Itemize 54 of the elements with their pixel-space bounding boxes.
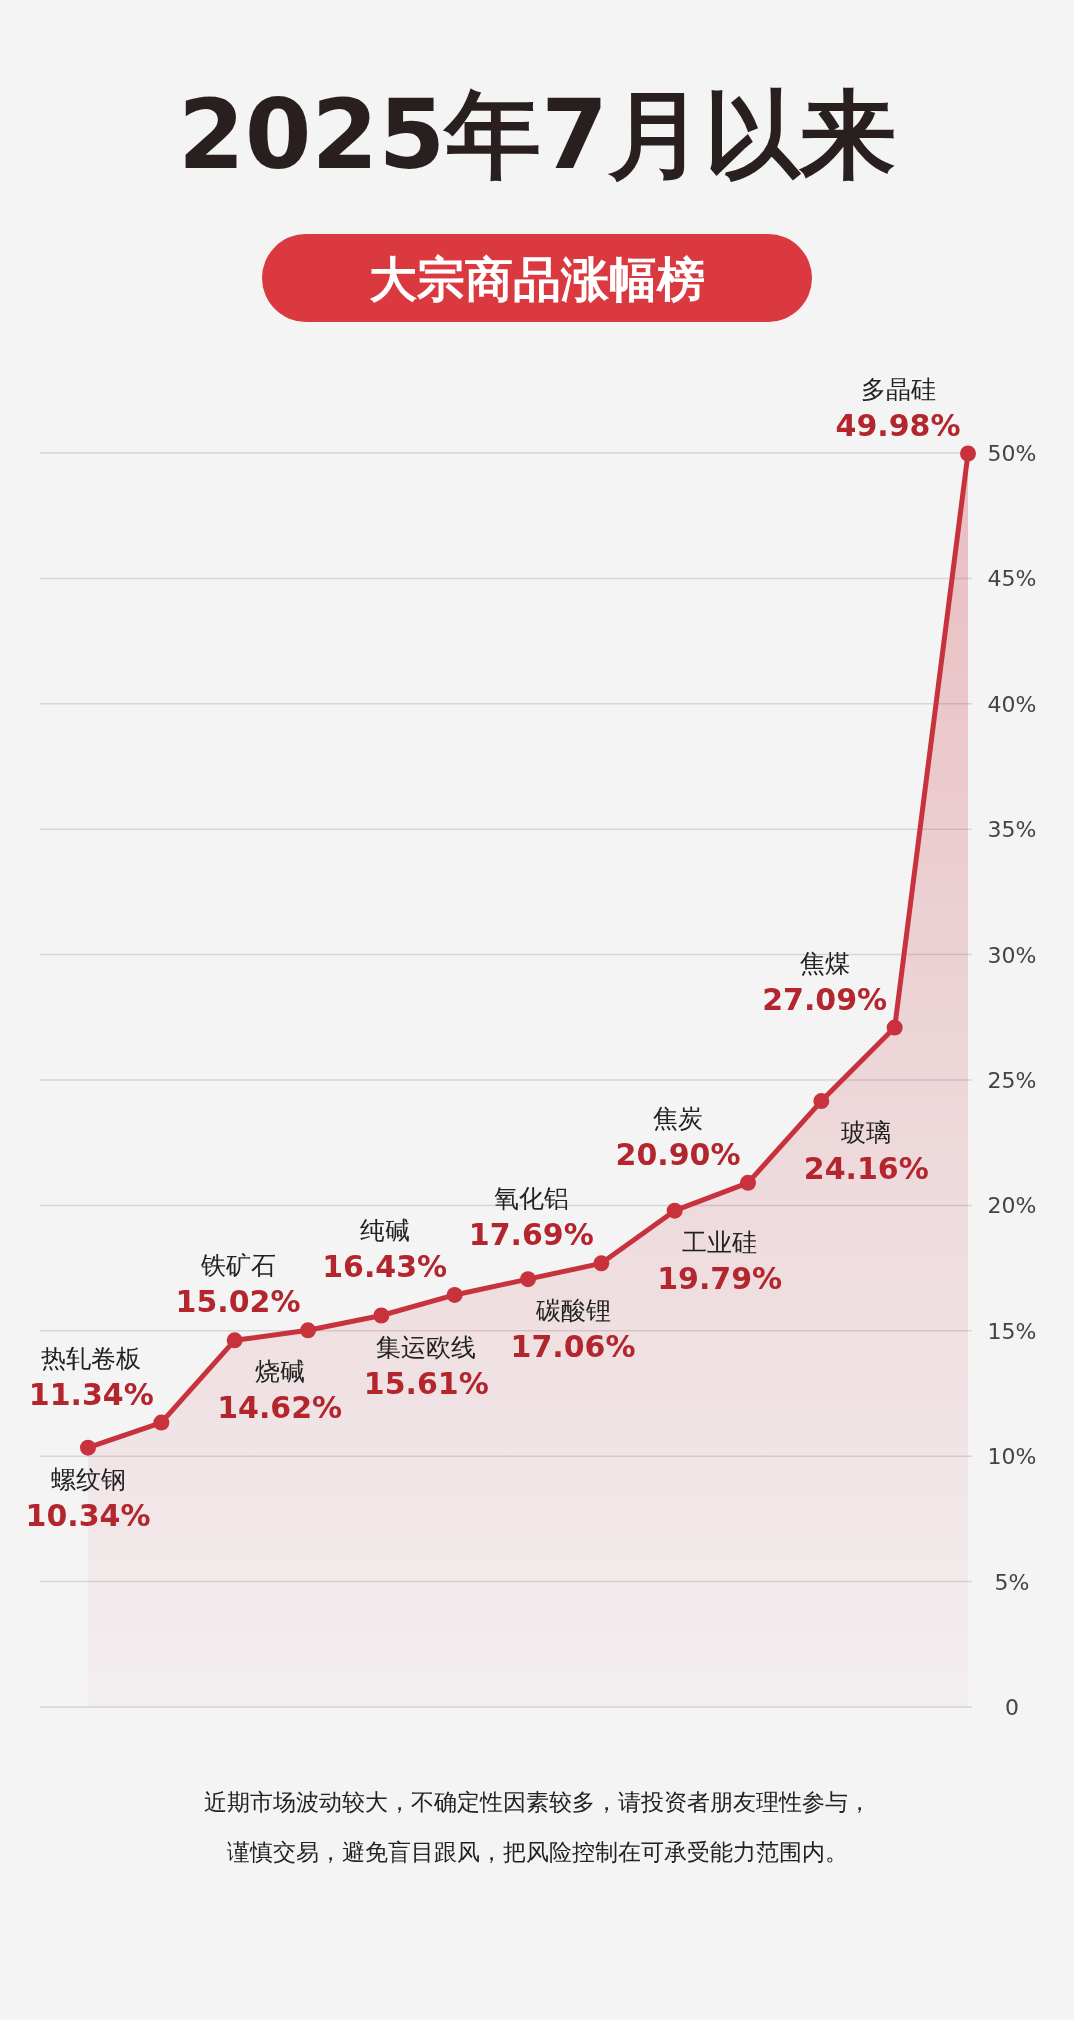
y-tick-label: 20% [987,1193,1037,1219]
text: 谨慎交易，避免盲目跟风，把风险控制在可承受能力范围内。 [226,1839,848,1865]
point [520,1271,536,1288]
y-tick-label: 30% [987,942,1037,968]
annotation: 氧化铝 [493,1184,569,1214]
y-tick-label: 35% [987,817,1037,843]
data-label: 24.16% [803,1151,929,1187]
text: 近期市场波动较大，不确定性因素较多，请投资者朋友理性参与， [203,1789,871,1815]
data-label: 14.62% [217,1390,343,1426]
data-label: 20.90% [615,1136,741,1172]
point [886,1019,903,1036]
y-tick-label: 10% [987,1444,1037,1470]
annotation: 纯碱 [359,1215,410,1245]
data-label: 16.43% [322,1248,448,1284]
y-tick-label: 5% [994,1569,1030,1595]
y-tick-label: 40% [987,691,1037,717]
text: 多晶硅 [860,374,936,404]
annotation: 工业硅 [682,1227,758,1257]
point [813,1093,830,1110]
data-label: 15.61% [363,1365,489,1401]
annotation: 焦煤 [799,948,850,978]
data-label: 10.34% [25,1497,151,1533]
point [666,1202,683,1219]
point [446,1286,463,1303]
chart-subtitle: 大宗商品涨幅榜 [369,251,705,307]
y-tick-label: 0 [1005,1695,1019,1720]
annotation: 烧碱 [254,1357,305,1387]
data-label: 49.98% [835,407,961,443]
annotation: 焦炭 [653,1103,703,1133]
annotation: 铁矿石 [199,1251,276,1281]
data-label: 19.79% [657,1260,783,1296]
annotation: 碳酸锂 [534,1296,611,1326]
data-label: 15.02% [175,1284,301,1320]
y-tick-label: 15% [987,1318,1037,1344]
data-label: 11.34% [28,1376,154,1412]
point [153,1414,170,1431]
point [373,1307,390,1324]
y-tick-label: 25% [987,1068,1037,1093]
data-label: 27.09% [762,981,888,1017]
point [80,1439,96,1456]
point [960,445,976,462]
data-label: 17.06% [510,1329,636,1365]
point [226,1332,243,1349]
point [740,1174,756,1191]
point [300,1322,316,1339]
annotation: 螺纹钢 [50,1464,126,1494]
annotation: 集运欧线 [376,1332,477,1362]
data-label: 17.69% [468,1217,594,1253]
annotation: 热轧卷板 [41,1343,142,1373]
chart-title: 2025年7月以来 [178,79,896,191]
annotation: 玻璃 [841,1118,892,1148]
y-tick-label: 45% [987,566,1037,592]
point [593,1255,610,1272]
y-tick-label: 50% [987,441,1037,466]
